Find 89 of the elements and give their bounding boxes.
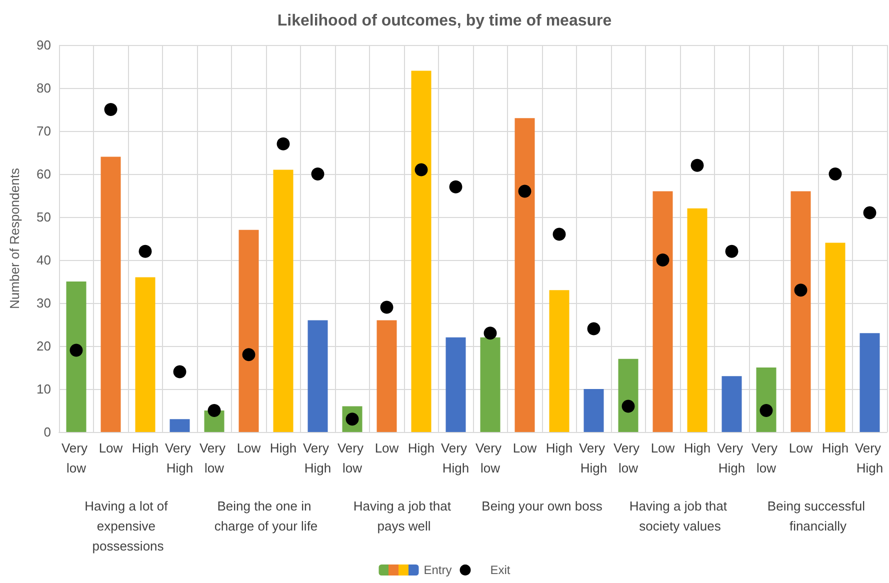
x-tick-label: Very low	[613, 440, 644, 476]
y-tick-label: 70	[36, 124, 51, 138]
point	[276, 137, 290, 150]
x-tick-label: Very High	[716, 440, 747, 476]
legend-label: Exit	[490, 563, 511, 577]
x-tick-label: Low	[512, 440, 538, 456]
point	[863, 206, 876, 220]
y-tick-label: 0	[44, 424, 51, 440]
bar	[446, 337, 466, 432]
bar	[411, 70, 432, 432]
x-tick-label: Low	[788, 440, 814, 456]
bar	[376, 320, 397, 432]
x-tick-label: Very High	[440, 440, 471, 476]
point	[70, 344, 83, 357]
x-tick-label: High	[132, 440, 159, 456]
point	[794, 284, 808, 297]
x-tick-label: Very low	[199, 440, 230, 476]
bar	[273, 170, 294, 432]
point	[311, 168, 324, 180]
y-tick-label: 20	[36, 338, 51, 354]
x-tick-label: Very low	[337, 440, 368, 476]
text: Having a lot of expensive possessions	[84, 498, 172, 554]
bar	[100, 156, 121, 432]
bar	[308, 320, 328, 432]
bar	[860, 333, 880, 432]
x-tick-label: Very High	[578, 440, 609, 476]
x-tick-label: High	[408, 440, 435, 456]
x-tick-label: High	[270, 440, 297, 456]
bar	[66, 282, 86, 432]
y-tick-label: 10	[36, 382, 51, 396]
text: Being the one in charge of your life	[214, 498, 318, 534]
bar	[170, 419, 190, 432]
point	[380, 300, 394, 314]
bar	[825, 242, 846, 432]
point	[587, 322, 600, 336]
point	[173, 365, 186, 378]
bar	[584, 389, 604, 432]
x-tick-label: High	[684, 440, 711, 456]
bar	[790, 191, 811, 432]
x-tick-label: Very High	[164, 440, 195, 476]
bar	[514, 118, 535, 432]
text: Being successful financially	[767, 498, 869, 534]
point	[622, 400, 635, 413]
bar	[238, 230, 259, 432]
point	[449, 180, 462, 194]
x-tick-label: Very low	[475, 440, 506, 476]
bar	[135, 277, 156, 432]
bar	[687, 208, 708, 432]
point	[208, 404, 221, 417]
bar	[549, 290, 570, 432]
x-tick-label: Very low	[61, 440, 92, 476]
point	[242, 348, 256, 362]
point	[725, 244, 738, 258]
x-tick-label: High	[822, 440, 849, 456]
x-tick-label: Very High	[854, 440, 885, 476]
x-tick-label: Low	[236, 440, 262, 456]
chart-title: Likelihood of outcomes, by time of measure	[277, 12, 612, 30]
text: Having a job that society values	[629, 498, 731, 534]
bar	[480, 337, 500, 432]
point	[484, 326, 497, 340]
point	[760, 404, 773, 417]
y-axis-title: Number of Respondents	[7, 168, 22, 309]
y-tick-label: 30	[36, 296, 51, 310]
legend-label: Entry	[424, 563, 452, 577]
y-tick-label: 50	[36, 210, 51, 224]
point	[414, 163, 428, 176]
x-tick-label: Very High	[302, 440, 333, 476]
point	[518, 184, 532, 198]
bar	[722, 376, 742, 432]
y-tick-label: 80	[36, 80, 51, 96]
x-tick-label: Low	[374, 440, 400, 456]
point	[690, 158, 704, 172]
bar	[652, 191, 673, 432]
bar	[756, 368, 776, 432]
x-tick-label: Low	[650, 440, 676, 456]
point	[138, 244, 152, 258]
x-tick-label: Low	[98, 440, 124, 456]
y-tick-label: 90	[36, 38, 51, 52]
y-tick-label: 40	[36, 252, 51, 268]
x-tick-label: Very low	[751, 440, 782, 476]
point	[104, 103, 118, 116]
text: Having a job that pays well	[353, 498, 455, 534]
point	[656, 254, 670, 266]
point	[828, 168, 842, 180]
bar	[618, 358, 638, 432]
y-tick-label: 60	[36, 166, 51, 182]
point	[552, 228, 566, 241]
text: Being your own boss	[482, 498, 603, 514]
x-tick-label: High	[546, 440, 573, 456]
